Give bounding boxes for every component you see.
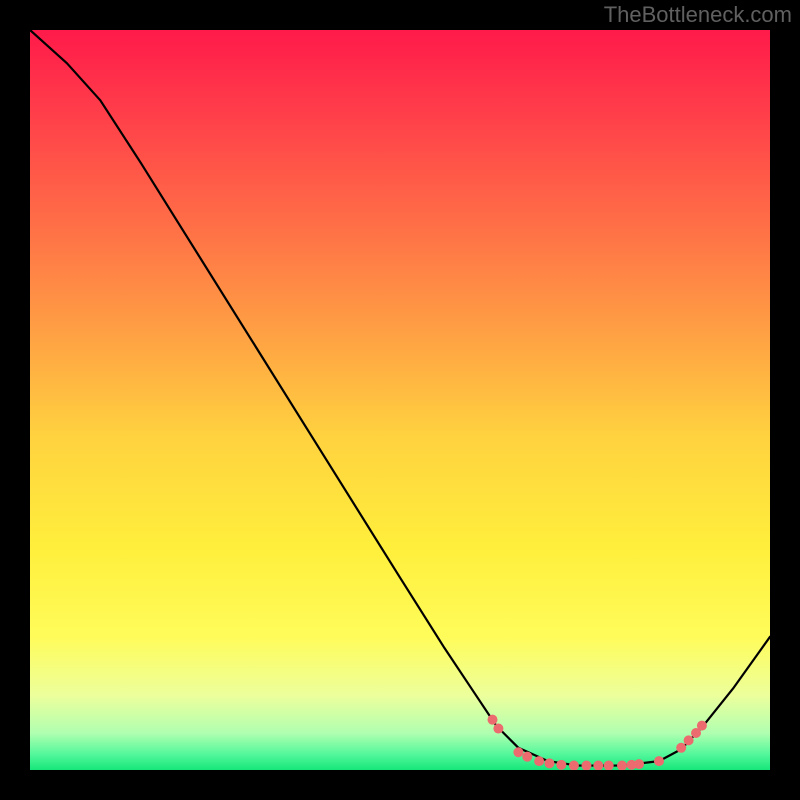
data-marker bbox=[604, 761, 614, 770]
watermark-text: TheBottleneck.com bbox=[604, 2, 792, 28]
plot-area bbox=[30, 30, 770, 770]
data-marker bbox=[522, 752, 532, 762]
data-marker bbox=[617, 761, 627, 770]
data-marker bbox=[513, 747, 523, 757]
data-markers bbox=[488, 715, 707, 770]
data-marker bbox=[676, 743, 686, 753]
data-marker bbox=[556, 760, 566, 770]
data-marker bbox=[593, 761, 603, 770]
data-marker bbox=[569, 761, 579, 770]
data-marker bbox=[684, 735, 694, 745]
data-marker bbox=[488, 715, 498, 725]
chart-overlay bbox=[30, 30, 770, 770]
data-marker bbox=[544, 758, 554, 768]
data-marker bbox=[534, 756, 544, 766]
data-marker bbox=[634, 759, 644, 769]
data-marker bbox=[654, 756, 664, 766]
data-marker bbox=[493, 724, 503, 734]
data-marker bbox=[581, 761, 591, 770]
bottleneck-curve bbox=[30, 30, 770, 766]
data-marker bbox=[697, 721, 707, 731]
